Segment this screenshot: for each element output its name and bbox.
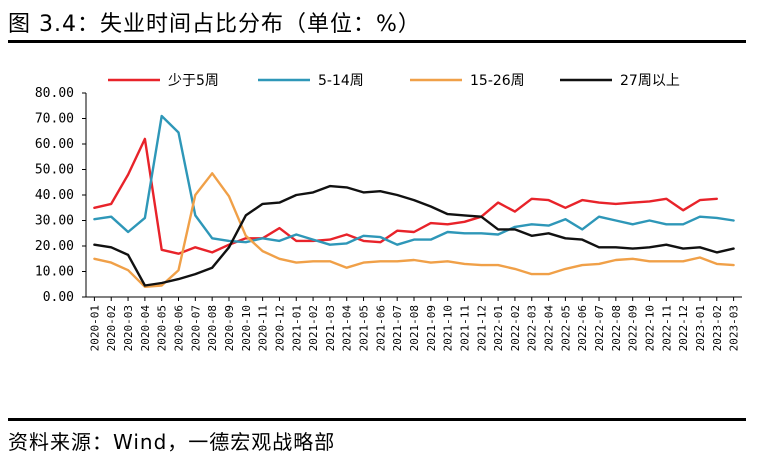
x-tick-label: 2022-02 <box>509 305 522 351</box>
x-tick-label: 2021-07 <box>391 305 404 351</box>
y-tick-label: 20.00 <box>35 239 74 254</box>
x-tick-label: 2021-06 <box>374 305 387 351</box>
x-tick-label: 2023-01 <box>694 305 707 351</box>
series-line-3 <box>93 184 735 287</box>
series-lines <box>93 114 735 288</box>
x-tick-label: 2020-11 <box>257 305 270 351</box>
x-tick-label: 2022-05 <box>559 305 572 351</box>
series-line-1 <box>93 114 735 246</box>
x-axis: 2020-01 2020-02 2020-03 2020-04 2020-05 2020-… <box>86 296 742 352</box>
x-tick-label: 2021-04 <box>341 305 354 352</box>
title-rule <box>8 40 746 43</box>
figure-title: 图 3.4：失业时间占比分布（单位：%） <box>8 12 421 37</box>
y-tick-label: 80.00 <box>35 86 74 101</box>
x-tick-label: 2020-09 <box>223 305 236 351</box>
x-tick-label: 2021-05 <box>358 305 371 351</box>
x-tick-label: 2021-12 <box>475 305 488 351</box>
x-tick-label: 2021-08 <box>408 305 421 351</box>
y-tick-label: 70.00 <box>35 112 74 127</box>
x-tick-label: 2020-03 <box>122 305 135 351</box>
series-line-2 <box>93 172 735 288</box>
x-tick-label: 2022-06 <box>576 305 589 351</box>
source-rule <box>8 418 746 421</box>
x-tick-label: 2022-04 <box>543 305 556 352</box>
y-tick-label: 10.00 <box>35 265 74 280</box>
x-tick-label: 2021-11 <box>458 305 471 351</box>
x-tick-label: 2022-09 <box>627 305 640 351</box>
x-tick-label: 2020-06 <box>173 305 186 351</box>
x-tick-label: 2020-12 <box>273 305 286 351</box>
x-tick-label: 2020-05 <box>156 305 169 351</box>
x-tick-label: 2022-10 <box>643 305 656 351</box>
x-tick-label: 2022-12 <box>677 305 690 351</box>
legend: 少于5周 5-14周 15-26周 27周以上 <box>108 73 680 89</box>
x-tick-label: 2021-01 <box>290 305 303 351</box>
y-axis: 0.00 10.00 20.00 30.00 40.00 50.00 60.00 70.00 8… <box>35 86 87 305</box>
y-tick-label: 30.00 <box>35 214 74 229</box>
series-line-0 <box>93 137 718 255</box>
y-tick-label: 50.00 <box>35 163 74 178</box>
x-tick-label: 2021-03 <box>324 305 337 351</box>
x-tick-label: 2020-07 <box>189 305 202 351</box>
x-tick-label: 2020-01 <box>88 305 101 351</box>
x-tick-label: 2021-09 <box>425 305 438 351</box>
x-tick-label: 2021-02 <box>307 305 320 351</box>
x-tick-label: 2022-07 <box>593 305 606 351</box>
y-tick-label: 60.00 <box>35 137 74 152</box>
x-tick-label: 2022-08 <box>610 305 623 351</box>
x-tick-label: 2020-02 <box>105 305 118 351</box>
legend-label-1: 5-14周 <box>318 73 364 89</box>
x-tick-label: 2022-01 <box>492 305 505 351</box>
x-tick-label: 2023-03 <box>728 305 741 351</box>
x-tick-label: 2020-10 <box>240 305 253 351</box>
x-tick-label: 2022-03 <box>526 305 539 351</box>
x-tick-label: 2022-11 <box>660 305 673 351</box>
legend-label-2: 15-26周 <box>470 73 525 89</box>
legend-label-3: 27周以上 <box>620 73 680 89</box>
figure-source: 资料来源：Wind，一德宏观战略部 <box>8 430 336 454</box>
y-tick-label: 40.00 <box>35 188 74 203</box>
x-tick-label: 2020-04 <box>139 305 152 352</box>
legend-label-0: 少于5周 <box>168 73 219 89</box>
x-tick-label: 2020-08 <box>206 305 219 351</box>
y-tick-label: 0.00 <box>43 290 74 305</box>
x-tick-label: 2021-10 <box>442 305 455 351</box>
x-tick-label: 2023-02 <box>711 305 724 351</box>
